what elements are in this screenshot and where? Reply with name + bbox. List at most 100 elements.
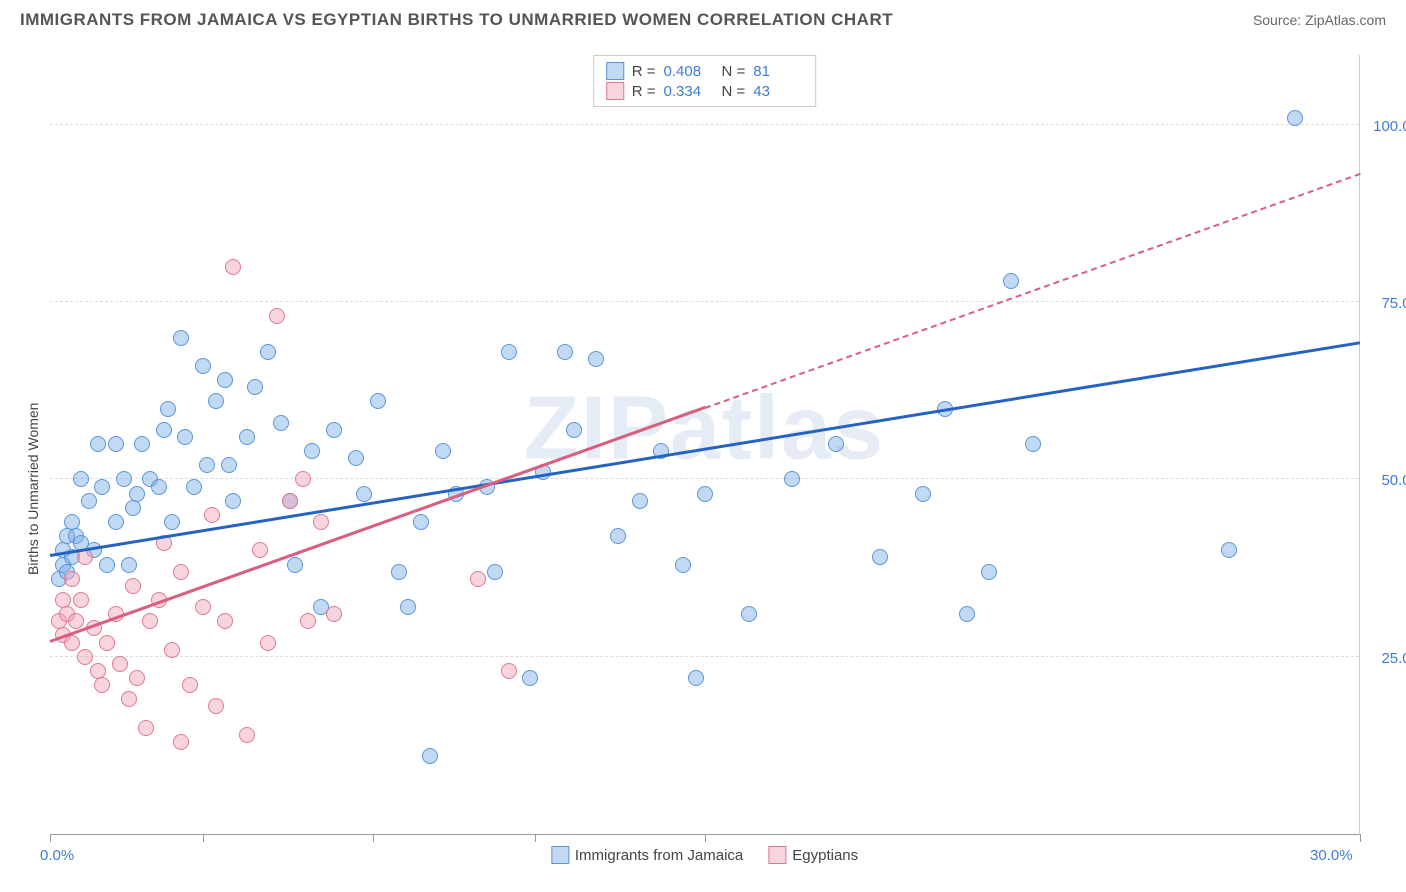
scatter-point	[872, 549, 888, 565]
trend-line	[50, 342, 1360, 558]
scatter-point	[326, 422, 342, 438]
scatter-point	[217, 613, 233, 629]
scatter-point	[422, 748, 438, 764]
scatter-point	[959, 606, 975, 622]
x-tick	[535, 834, 536, 842]
legend-swatch	[551, 846, 569, 864]
scatter-point	[247, 379, 263, 395]
scatter-point	[501, 344, 517, 360]
scatter-point	[129, 486, 145, 502]
scatter-point	[470, 571, 486, 587]
scatter-point	[287, 557, 303, 573]
scatter-point	[217, 372, 233, 388]
scatter-point	[73, 471, 89, 487]
legend-r-value: 0.334	[664, 83, 714, 100]
scatter-point	[326, 606, 342, 622]
scatter-point	[77, 649, 93, 665]
scatter-point	[225, 259, 241, 275]
scatter-point	[156, 422, 172, 438]
scatter-point	[73, 592, 89, 608]
scatter-point	[610, 528, 626, 544]
scatter-point	[64, 571, 80, 587]
scatter-point	[1221, 542, 1237, 558]
scatter-point	[199, 457, 215, 473]
scatter-point	[121, 557, 137, 573]
y-axis-label: Births to Unmarried Women	[25, 403, 41, 575]
scatter-point	[260, 344, 276, 360]
scatter-point	[81, 493, 97, 509]
scatter-point	[566, 422, 582, 438]
scatter-point	[99, 557, 115, 573]
legend-label: Immigrants from Jamaica	[575, 847, 743, 864]
legend-n-label: N =	[722, 63, 746, 80]
gridline	[50, 478, 1359, 479]
scatter-point	[915, 486, 931, 502]
x-tick	[373, 834, 374, 842]
scatter-point	[195, 358, 211, 374]
scatter-point	[164, 514, 180, 530]
scatter-point	[173, 330, 189, 346]
scatter-point	[116, 471, 132, 487]
chart-title: IMMIGRANTS FROM JAMAICA VS EGYPTIAN BIRT…	[20, 10, 893, 30]
header: IMMIGRANTS FROM JAMAICA VS EGYPTIAN BIRT…	[0, 0, 1406, 35]
scatter-point	[164, 642, 180, 658]
scatter-point	[632, 493, 648, 509]
scatter-point	[1003, 273, 1019, 289]
x-tick	[50, 834, 51, 842]
legend-n-value: 81	[753, 63, 803, 80]
legend-row: R =0.408N =81	[606, 62, 804, 80]
scatter-point	[557, 344, 573, 360]
scatter-point	[225, 493, 241, 509]
scatter-point	[129, 670, 145, 686]
scatter-point	[99, 635, 115, 651]
scatter-point	[94, 479, 110, 495]
x-tick-label: 30.0%	[1310, 847, 1353, 864]
scatter-point	[400, 599, 416, 615]
scatter-point	[300, 613, 316, 629]
scatter-point	[239, 429, 255, 445]
scatter-point	[239, 727, 255, 743]
scatter-point	[697, 486, 713, 502]
legend-swatch	[768, 846, 786, 864]
gridline	[50, 301, 1359, 302]
legend-r-label: R =	[632, 83, 656, 100]
scatter-point	[204, 507, 220, 523]
trend-line	[705, 173, 1361, 409]
scatter-point	[1287, 110, 1303, 126]
scatter-point	[90, 436, 106, 452]
scatter-point	[741, 606, 757, 622]
legend-label: Egyptians	[792, 847, 858, 864]
scatter-point	[182, 677, 198, 693]
scatter-point	[828, 436, 844, 452]
legend-n-label: N =	[722, 83, 746, 100]
legend-stats: R =0.408N =81R =0.334N =43	[593, 55, 817, 107]
scatter-point	[208, 698, 224, 714]
scatter-point	[121, 691, 137, 707]
scatter-point	[522, 670, 538, 686]
scatter-point	[94, 677, 110, 693]
y-tick-label: 25.0%	[1381, 650, 1406, 667]
scatter-point	[413, 514, 429, 530]
scatter-point	[356, 486, 372, 502]
scatter-point	[784, 471, 800, 487]
x-tick-label: 0.0%	[40, 847, 74, 864]
y-tick-label: 50.0%	[1381, 472, 1406, 489]
scatter-point	[269, 308, 285, 324]
scatter-point	[68, 613, 84, 629]
scatter-point	[173, 564, 189, 580]
legend-item: Egyptians	[768, 846, 858, 864]
scatter-point	[295, 471, 311, 487]
scatter-point	[588, 351, 604, 367]
scatter-point	[260, 635, 276, 651]
x-tick	[705, 834, 706, 842]
legend-r-value: 0.408	[664, 63, 714, 80]
chart-area: ZIPatlas 25.0%50.0%75.0%100.0%0.0%30.0%R…	[50, 55, 1360, 835]
x-tick	[1360, 834, 1361, 842]
legend-swatch	[606, 82, 624, 100]
scatter-point	[125, 500, 141, 516]
scatter-point	[487, 564, 503, 580]
scatter-point	[1025, 436, 1041, 452]
scatter-point	[282, 493, 298, 509]
scatter-point	[981, 564, 997, 580]
y-tick-label: 100.0%	[1373, 118, 1406, 135]
